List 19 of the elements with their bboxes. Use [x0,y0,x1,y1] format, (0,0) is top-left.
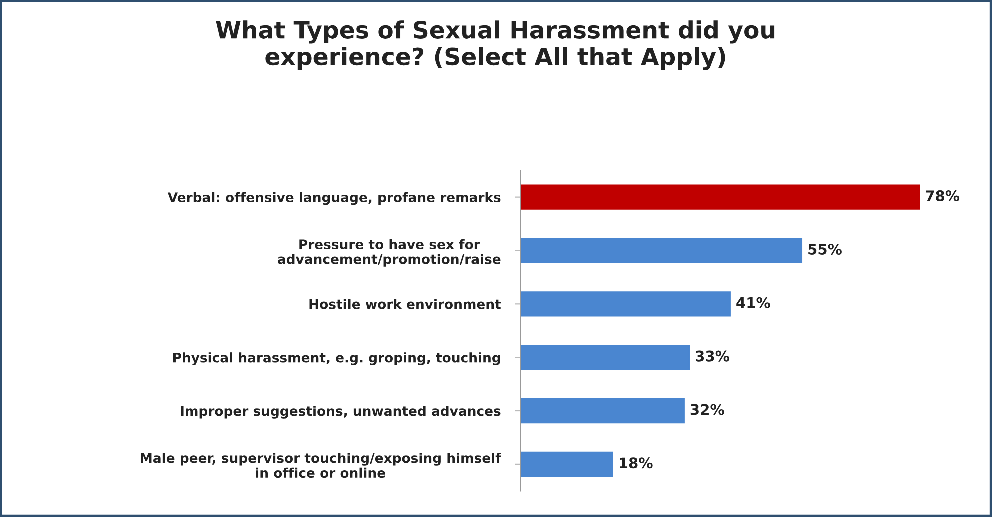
y-tick-label: Physical harassment, e.g. groping, touching [173,352,500,366]
bar [520,292,731,317]
data-label: 78% [926,190,960,202]
bar [520,345,690,370]
data-label: 41% [736,297,770,308]
y-tick-label: Pressure to have sex for advancement/promotion/raise [278,239,501,267]
data-label: 32% [690,404,724,416]
chart-title: What Types of Sexual Harassment did you experience? (Select All that Apply) [216,20,775,70]
y-tick-label: Hostile work environment [310,299,502,310]
y-tick-label: Male peer, supervisor touching/exposing himself in office or online [141,452,502,478]
data-label: 33% [696,350,730,362]
bar [520,452,614,478]
y-tick-label: Improper suggestions, unwanted advances [181,406,501,419]
data-label: 18% [620,458,653,469]
y-tick-label: Verbal: offensive language, profane remarks [168,192,501,206]
bar [520,398,685,424]
data-label: 55% [808,244,842,255]
bar [520,238,803,264]
bar [520,184,920,210]
